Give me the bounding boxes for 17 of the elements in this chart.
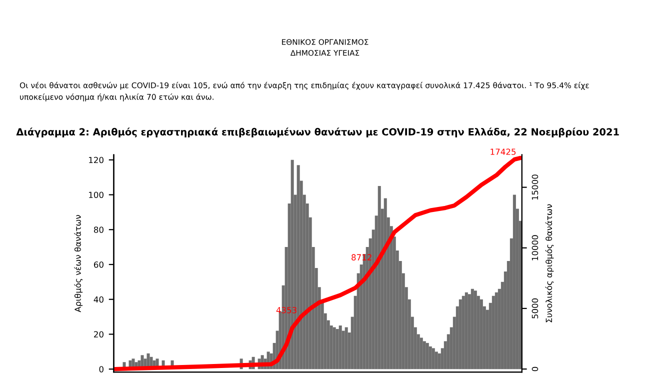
y-tick-label: 100 <box>89 192 104 198</box>
y-tick-label: 40 <box>94 296 104 303</box>
y-tick-label: 20 <box>94 331 104 338</box>
y-tick-label: 60 <box>94 261 104 268</box>
y-tick-label: 120 <box>89 156 104 164</box>
y-tick-label: 0 <box>99 366 104 372</box>
chart-title: Διάγραμμα 2: Αριθμός εργαστηριακά επιβεβαιωμένων θανάτων με COVID-19 στην Ελλάδα, 22 Νοεμβρίου 2021 <box>16 128 619 138</box>
bar <box>296 165 300 370</box>
y2-tick-label: 0 <box>532 366 538 372</box>
bar <box>378 186 381 370</box>
y-axis-title: Αριθμός νέων θανάτων <box>74 214 83 312</box>
y2-tick-label: 10000 <box>532 235 538 260</box>
y2-axis-title: Συνολικός αριθμός θανάτων <box>545 204 554 322</box>
y-tick-label: 80 <box>94 226 104 233</box>
data-label: 17425 <box>490 148 516 155</box>
y2-tick-label: 15000 <box>532 174 538 200</box>
y2-tick-label: 5000 <box>532 298 538 318</box>
